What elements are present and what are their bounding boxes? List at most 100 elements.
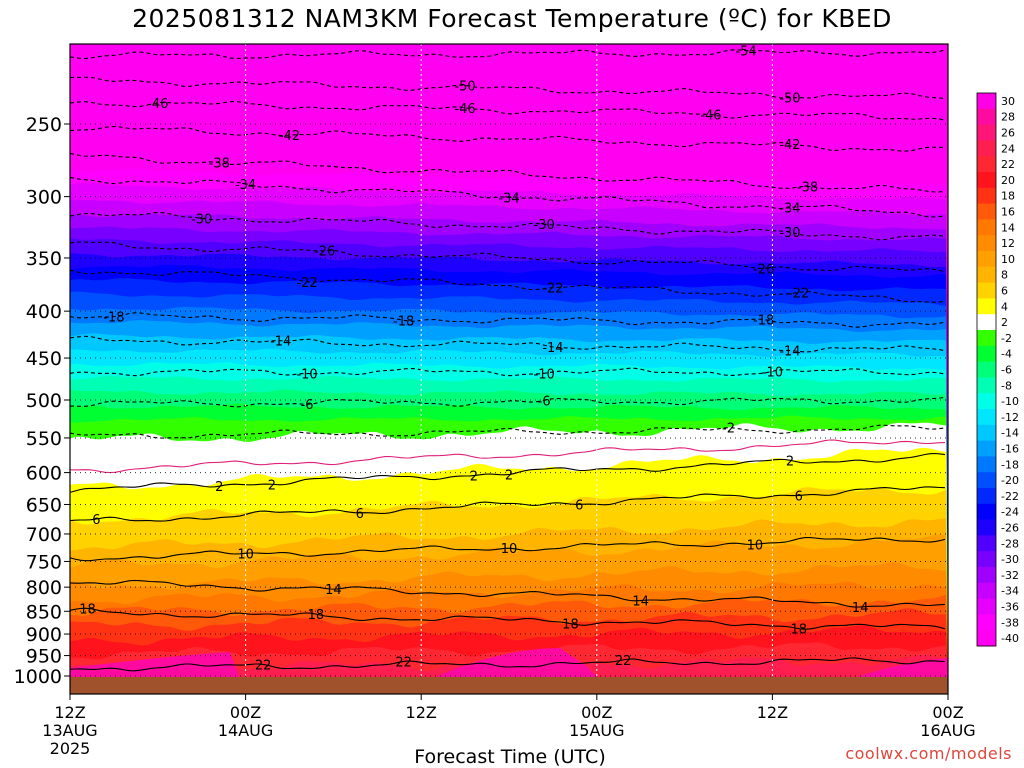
isotherm-label: -10 bbox=[534, 367, 555, 382]
ground-strip bbox=[70, 677, 948, 694]
colorbar-label: 30 bbox=[1001, 95, 1015, 108]
isotherm-label: -18 bbox=[753, 314, 774, 329]
colorbar-label: 20 bbox=[1001, 174, 1015, 187]
colorbar-label: -32 bbox=[1001, 569, 1019, 582]
isotherm-2 bbox=[70, 452, 946, 493]
isotherm-label: 14 bbox=[852, 601, 869, 616]
x-tick-label: 12Z bbox=[406, 703, 437, 722]
colorbar-swatch bbox=[977, 124, 996, 141]
x-tick-label: 12Z bbox=[54, 703, 85, 722]
colorbar-swatch bbox=[977, 614, 996, 631]
isotherm-6 bbox=[70, 486, 946, 522]
temperature-color-bands bbox=[70, 44, 948, 694]
colorbar-swatch bbox=[977, 156, 996, 173]
y-tick-label: 700 bbox=[26, 524, 62, 546]
x-tick-label: 2025 bbox=[50, 739, 91, 758]
colorbar-swatch bbox=[977, 203, 996, 220]
isotherm-label: 6 bbox=[575, 498, 583, 513]
isotherm-label: 10 bbox=[747, 538, 764, 553]
colorbar-swatch bbox=[977, 314, 996, 331]
colorbar-label: 4 bbox=[1001, 300, 1008, 313]
colorbar-label: 26 bbox=[1001, 127, 1015, 140]
y-tick-label: 400 bbox=[26, 301, 62, 323]
x-tick-label: 13AUG bbox=[42, 721, 97, 740]
colorbar-swatch bbox=[977, 282, 996, 299]
colorbar-swatch bbox=[977, 630, 996, 647]
colorbar-label: 8 bbox=[1001, 269, 1008, 282]
isotherm-label: 10 bbox=[501, 542, 518, 557]
isotherm-label: -30 bbox=[534, 218, 555, 233]
isotherm-label: -38 bbox=[209, 156, 230, 171]
colorbar-label: -20 bbox=[1001, 474, 1019, 487]
colorbar-swatch bbox=[977, 140, 996, 157]
colorbar-swatch bbox=[977, 598, 996, 615]
isotherm-0 bbox=[70, 439, 946, 474]
colorbar-swatch bbox=[977, 361, 996, 378]
colorbar-label: -6 bbox=[1001, 364, 1012, 377]
colorbar-label: 6 bbox=[1001, 285, 1008, 298]
colorbar-swatch bbox=[977, 93, 996, 110]
isotherm-label: -26 bbox=[314, 245, 335, 260]
colorbar-swatch bbox=[977, 377, 996, 394]
isotherm-labels: -54-50-50-46 -46 -46-42-42-38-38-34-34-34-… bbox=[79, 45, 868, 674]
isotherm-label: -46 bbox=[454, 102, 475, 117]
isotherm-label: -46 bbox=[700, 108, 721, 123]
isotherm-label: -50 bbox=[454, 79, 475, 94]
y-tick-label: 750 bbox=[26, 551, 62, 573]
isotherm-label: -30 bbox=[779, 226, 800, 241]
isotherm-label: 2 bbox=[470, 470, 478, 485]
colorbar-swatch bbox=[977, 456, 996, 473]
x-tick-label: 14AUG bbox=[218, 721, 273, 740]
colorbar-swatch bbox=[977, 440, 996, 457]
isotherm-label: -14 bbox=[542, 341, 563, 356]
isotherm-label: 6 bbox=[356, 507, 364, 522]
isotherm-label: 2 bbox=[215, 480, 223, 495]
y-tick-label: 850 bbox=[26, 601, 62, 623]
colorbar-label: -12 bbox=[1001, 411, 1019, 424]
isotherm-22 bbox=[70, 657, 946, 672]
colorbar-label: -40 bbox=[1001, 632, 1019, 645]
y-tick-label: 650 bbox=[26, 494, 62, 516]
colorbar-label: -28 bbox=[1001, 537, 1019, 550]
colorbar-label: 2 bbox=[1001, 316, 1008, 329]
isotherm-label: -34 bbox=[235, 178, 256, 193]
isotherm-label: -2 bbox=[722, 422, 735, 437]
isotherm-label: 6 bbox=[795, 489, 803, 504]
isotherm-label: -10 bbox=[762, 365, 783, 380]
isotherm-label: -38 bbox=[797, 180, 818, 195]
isotherm-label: 22 bbox=[615, 654, 632, 669]
isotherm-label: 18 bbox=[308, 608, 325, 623]
colorbar-legend: 30 28 26 24 22 20 18 16 14 12 10 8 6 4 2 -2 -4 -6 -8 -10 -12… bbox=[976, 92, 1019, 647]
y-tick-label: 950 bbox=[26, 646, 62, 668]
colorbar-swatch bbox=[977, 535, 996, 552]
x-axis-title: Forecast Time (UTC) bbox=[414, 746, 606, 768]
colorbar-swatch bbox=[977, 187, 996, 205]
colorbar-label: -14 bbox=[1001, 427, 1019, 440]
isotherm-label: 14 bbox=[632, 595, 649, 610]
isotherm-label: -34 bbox=[779, 202, 800, 217]
colorbar-label: -16 bbox=[1001, 443, 1019, 456]
isotherm-label: -6 bbox=[538, 394, 551, 409]
y-tick-label: 300 bbox=[26, 187, 62, 209]
isotherm-label: 14 bbox=[325, 583, 342, 598]
isotherm-label: 18 bbox=[790, 623, 807, 638]
isotherm-10 bbox=[70, 537, 946, 562]
colorbar-swatch bbox=[977, 345, 996, 363]
colorbar-swatch bbox=[977, 519, 996, 536]
isotherm-label: -22 bbox=[788, 286, 809, 301]
isotherm-label: 18 bbox=[562, 617, 579, 632]
y-tick-label: 600 bbox=[26, 463, 62, 485]
isotherm-label: -30 bbox=[191, 212, 212, 227]
colorbar-swatch bbox=[977, 330, 996, 347]
isotherm-label: -46 bbox=[147, 97, 168, 112]
colorbar-label: -10 bbox=[1001, 395, 1019, 408]
warm-core-left bbox=[70, 652, 240, 680]
isotherm-label: -42 bbox=[279, 129, 300, 144]
x-tick-label: 00Z bbox=[230, 703, 261, 722]
colorbar-label: 22 bbox=[1001, 158, 1015, 171]
y-tick-label: 900 bbox=[26, 624, 62, 646]
colorbar-label: -8 bbox=[1001, 379, 1012, 392]
y-tick-label: 1000 bbox=[14, 666, 62, 688]
isotherm-label: 22 bbox=[255, 658, 272, 673]
